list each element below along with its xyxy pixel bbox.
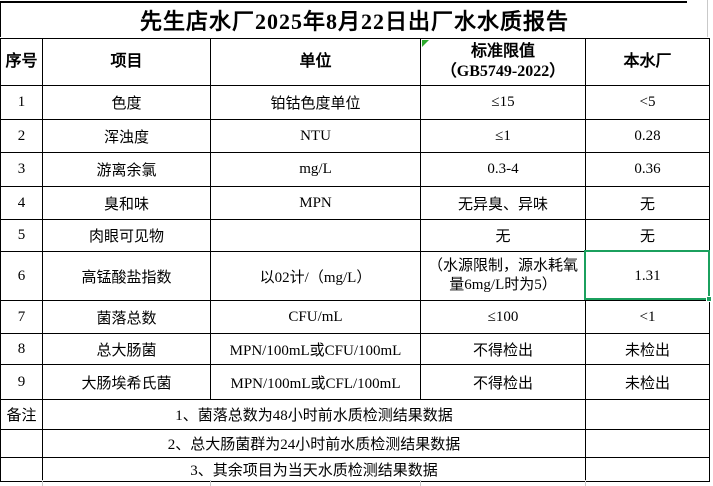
gridline [585,480,586,486]
title-top-border [0,1,687,3]
note-2[interactable]: 2、总大肠菌群为24小时前水质检测结果数据 [42,429,586,458]
cell-item[interactable]: 总大肠菌 [42,333,211,365]
table-row: 1 色度 铂钴色度单位 ≤15 <5 [0,85,710,120]
gridline [707,0,708,37]
cell-unit[interactable]: NTU [210,119,421,153]
cell-item[interactable]: 肉眼可见物 [42,219,211,252]
header-no[interactable]: 序号 [0,38,43,86]
empty-cell[interactable] [0,429,43,458]
gridline [42,480,43,486]
cell-plant[interactable]: 未检出 [585,364,710,400]
header-plant[interactable]: 本水厂 [585,38,710,86]
table-row: 5 肉眼可见物 无 无 [0,219,710,252]
header-unit[interactable]: 单位 [210,38,421,86]
empty-cell[interactable] [585,457,710,482]
table-row: 4 臭和味 MPN 无异臭、异味 无 [0,186,710,220]
header-row: 序号 项目 单位 标准限值 （GB5749-2022） 本水厂 [0,38,710,86]
cell-plant[interactable]: 未检出 [585,333,710,365]
report-title[interactable]: 先生店水厂2025年8月22日出厂水水质报告 [0,3,708,37]
cell-limit[interactable]: 不得检出 [420,364,586,400]
cell-unit[interactable]: 以02计/（mg/L） [210,251,421,301]
notes-row: 3、其余项目为当天水质检测结果数据 [0,457,710,482]
cell-limit[interactable]: 不得检出 [420,333,586,365]
notes-label[interactable]: 备注 [0,399,43,430]
table-row: 3 游离余氯 mg/L 0.3-4 0.36 [0,152,710,187]
cell-limit[interactable]: 无 [420,219,586,252]
report-table: 序号 项目 单位 标准限值 （GB5749-2022） 本水厂 1 色度 铂钴色… [0,38,710,482]
cell-limit[interactable]: ≤15 [420,85,586,120]
header-item[interactable]: 项目 [42,38,211,86]
cell-unit[interactable] [210,219,421,252]
cell-plant-selected[interactable]: 1.31 [585,251,710,301]
cell-plant[interactable]: 无 [585,219,710,252]
cell-unit[interactable]: mg/L [210,152,421,187]
notes-row: 2、总大肠菌群为24小时前水质检测结果数据 [0,429,710,458]
cell-limit[interactable]: 无异臭、异味 [420,186,586,220]
table-row: 6 高锰酸盐指数 以02计/（mg/L） （水源限制，源水耗氧量6mg/L时为5… [0,251,710,301]
cell-item[interactable]: 臭和味 [42,186,211,220]
cell-limit[interactable]: （水源限制，源水耗氧量6mg/L时为5） [420,251,586,301]
cell-no[interactable]: 6 [0,251,43,301]
cell-plant[interactable]: <1 [585,300,710,334]
cell-no[interactable]: 2 [0,119,43,153]
cell-unit[interactable]: MPN/100mL或CFL/100mL [210,364,421,400]
cell-item[interactable]: 色度 [42,85,211,120]
cell-no[interactable]: 9 [0,364,43,400]
empty-cell[interactable] [585,399,710,430]
cell-unit[interactable]: MPN [210,186,421,220]
table-row: 2 浑浊度 NTU ≤1 0.28 [0,119,710,153]
cell-item[interactable]: 高锰酸盐指数 [42,251,211,301]
empty-cell[interactable] [0,457,43,482]
cell-limit[interactable]: ≤1 [420,119,586,153]
table-row: 9 大肠埃希氏菌 MPN/100mL或CFL/100mL 不得检出 未检出 [0,364,710,400]
cell-limit[interactable]: 0.3-4 [420,152,586,187]
cell-plant[interactable]: <5 [585,85,710,120]
cell-no[interactable]: 7 [0,300,43,334]
cell-unit[interactable]: MPN/100mL或CFU/100mL [210,333,421,365]
cell-item[interactable]: 大肠埃希氏菌 [42,364,211,400]
cell-plant[interactable]: 0.28 [585,119,710,153]
gridline [420,480,421,486]
cell-unit[interactable]: CFU/mL [210,300,421,334]
gridline [210,480,211,486]
note-1[interactable]: 1、菌落总数为48小时前水质检测结果数据 [42,399,586,430]
cell-no[interactable]: 8 [0,333,43,365]
cell-no[interactable]: 4 [0,186,43,220]
table-row: 7 菌落总数 CFU/mL ≤100 <1 [0,300,710,334]
table-row: 8 总大肠菌 MPN/100mL或CFU/100mL 不得检出 未检出 [0,333,710,365]
cell-plant[interactable]: 无 [585,186,710,220]
cell-no[interactable]: 3 [0,152,43,187]
notes-row: 备注 1、菌落总数为48小时前水质检测结果数据 [0,399,710,430]
cell-limit[interactable]: ≤100 [420,300,586,334]
cell-item[interactable]: 浑浊度 [42,119,211,153]
empty-cell[interactable] [585,429,710,458]
cell-unit[interactable]: 铂钴色度单位 [210,85,421,120]
cell-no[interactable]: 5 [0,219,43,252]
cell-item[interactable]: 菌落总数 [42,300,211,334]
cell-plant[interactable]: 0.36 [585,152,710,187]
cell-no[interactable]: 1 [0,85,43,120]
header-limit[interactable]: 标准限值 （GB5749-2022） [420,38,586,86]
cell-item[interactable]: 游离余氯 [42,152,211,187]
note-3[interactable]: 3、其余项目为当天水质检测结果数据 [42,457,586,482]
